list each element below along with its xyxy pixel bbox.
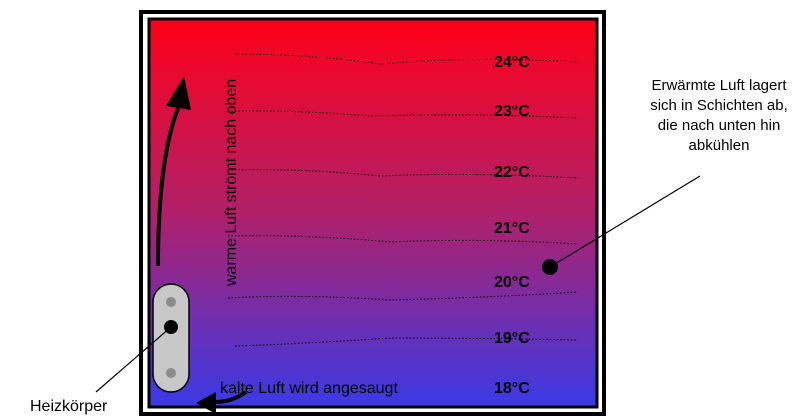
temperature-layer-lines [227,53,579,347]
temp-label-22: 22°C [494,164,530,181]
intake-air-label: kalte Luft wird angesaugt [220,380,398,397]
intake-air-arrow-shaft [214,390,248,404]
room-air-gradient [147,17,599,409]
isotherm-line-19 [234,337,579,347]
intake-air-arrow-head [196,392,216,414]
rising-air-arrow-shaft [156,107,180,267]
isotherm-line-23 [227,110,579,119]
layers-note: Erwärmte Luft lagert sich in Schichten a… [650,77,788,154]
isotherm-line-21 [227,235,579,245]
temp-label-18: 18°C [494,380,530,397]
layers-note-leader-line [549,175,701,268]
temp-label-21: 21°C [494,220,530,237]
temp-label-19: 19°C [494,330,530,347]
heater-label: Heizkörper [30,398,108,415]
isotherm-line-20 [227,291,579,301]
isotherm-line-24 [234,53,579,65]
rising-air-label: warme Luft strömt nach oben [223,79,240,287]
temp-label-24: 24°C [494,54,530,71]
temp-label-20: 20°C [494,274,530,291]
layers-note-pointer-dot [542,259,558,275]
rising-air-arrow-head [166,76,191,110]
isotherm-line-22 [227,169,579,179]
heater-leader-line [95,326,172,393]
heater-radiator [152,283,190,393]
temp-label-23: 23°C [494,103,530,120]
